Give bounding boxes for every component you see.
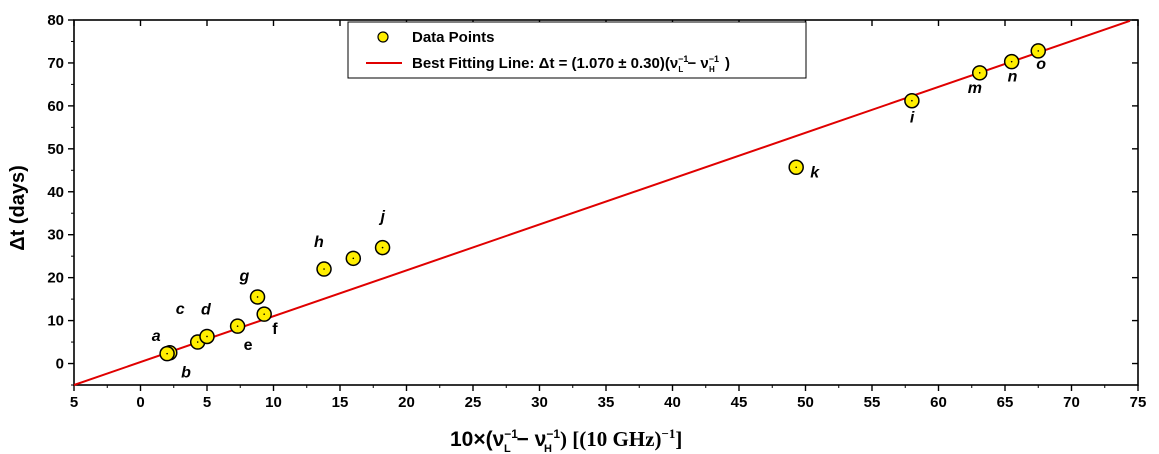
x-title-sub-high: H: [544, 443, 552, 454]
data-point-center: [1010, 60, 1013, 63]
point-label-c: c: [176, 301, 185, 318]
y-tick-label: 0: [56, 356, 64, 373]
x-tick-label: 70: [1063, 394, 1080, 411]
point-label-j: j: [379, 209, 386, 226]
legend-label-fit-line: Best Fitting Line: Δt = (1.070 ± 0.30)(ν…: [412, 54, 730, 74]
x-tick-label: 75: [1130, 394, 1147, 411]
point-label-m: m: [968, 80, 982, 97]
data-point-center: [911, 99, 913, 102]
data-point-center: [263, 313, 265, 315]
data-point-center: [196, 341, 199, 343]
x-tick-label: 65: [997, 394, 1014, 411]
x-tick-label: 50: [797, 394, 814, 411]
fit-label-sub-low: L: [678, 65, 683, 74]
x-tick-label: 20: [398, 394, 415, 411]
best-fit-line: [73, 19, 1131, 386]
y-tick-label: 70: [47, 55, 64, 72]
x-title-sub-low: L: [504, 443, 511, 454]
x-tick-label: 40: [664, 394, 681, 411]
fit-label-sup-low: −1: [678, 54, 688, 64]
x-title-suffix-sup: −1: [661, 426, 675, 441]
data-point-center: [1037, 50, 1040, 52]
point-label-n: n: [1008, 69, 1018, 86]
data-point-center: [978, 72, 981, 74]
x-title-mid: − ν: [511, 428, 547, 451]
x-tick-label: 35: [598, 394, 615, 411]
data-point-center: [381, 246, 384, 249]
legend-box: [347, 21, 807, 79]
y-tick-label: 80: [47, 12, 64, 29]
legend-marker-data-points: [377, 31, 389, 43]
data-point-center: [352, 257, 355, 260]
data-point-center: [256, 296, 259, 298]
y-tick-label: 40: [47, 184, 64, 201]
x-tick-label: 15: [332, 394, 349, 411]
point-label-o: o: [1036, 56, 1046, 73]
data-point-center: [323, 268, 325, 270]
y-tick-label: 20: [47, 270, 64, 287]
y-tick-label: 30: [47, 227, 64, 244]
x-tick-label: 45: [731, 394, 748, 411]
axes: 5 0 5 10 15 20 25 30 35 40 45 50 55 60 65 70 75010203040…: [47, 12, 1146, 411]
point-label-a: a: [152, 328, 161, 345]
point-labels-layer: a b c d e f g h j k i m n o: [152, 56, 1046, 382]
point-label-d: d: [201, 301, 212, 318]
fit-label-sup-high: −1: [709, 54, 719, 64]
data-point-center: [166, 352, 168, 355]
x-tick-label: 0: [136, 394, 144, 411]
y-tick-label: 10: [47, 313, 64, 330]
points-layer: [159, 43, 1046, 362]
point-label-h: h: [314, 234, 324, 251]
data-point-center: [795, 166, 797, 169]
x-title-sup-high: −1: [546, 427, 560, 441]
fit-label-mid: − ν: [683, 55, 708, 72]
x-tick-label: 5: [203, 394, 211, 411]
x-tick-label: 10: [265, 394, 282, 411]
fit-label-prefix: Best Fitting Line: Δt = (1.070 ± 0.30)(ν: [412, 55, 678, 72]
x-title-suffix: ) [(10 GHz): [560, 427, 661, 451]
x-axis-title: 10×(ν−1 L − ν−1 H) [(10 GHz)−1]: [450, 426, 682, 454]
legend: Data Points Best Fitting Line: Δt = (1.0…: [347, 21, 807, 79]
x-tick-label: 60: [930, 394, 947, 411]
x-title-prefix: 10×(ν: [450, 428, 504, 451]
y-tick-label: 60: [47, 98, 64, 115]
data-point-center: [206, 335, 208, 338]
point-label-k: k: [810, 164, 820, 181]
x-tick-label: 5: [70, 394, 78, 411]
point-label-b: b: [181, 365, 191, 382]
x-title-suffix-end: ]: [675, 427, 682, 451]
x-title-sup-low: −1: [504, 427, 518, 441]
x-tick-label: 30: [531, 394, 548, 411]
x-tick-label: 25: [465, 394, 482, 411]
fit-line-layer: [73, 19, 1131, 386]
fit-label-suffix: ): [721, 55, 730, 72]
x-tick-label: 55: [864, 394, 881, 411]
point-label-f: f: [272, 321, 278, 338]
legend-label-data-points: Data Points: [412, 29, 495, 46]
y-tick-label: 50: [47, 141, 64, 158]
point-label-i: i: [910, 110, 915, 127]
data-point-center: [236, 325, 239, 327]
point-label-g: g: [239, 268, 250, 285]
fit-label-sub-high: H: [709, 65, 715, 74]
point-label-e: e: [244, 337, 253, 354]
y-axis-title: Δt (days): [7, 165, 29, 251]
